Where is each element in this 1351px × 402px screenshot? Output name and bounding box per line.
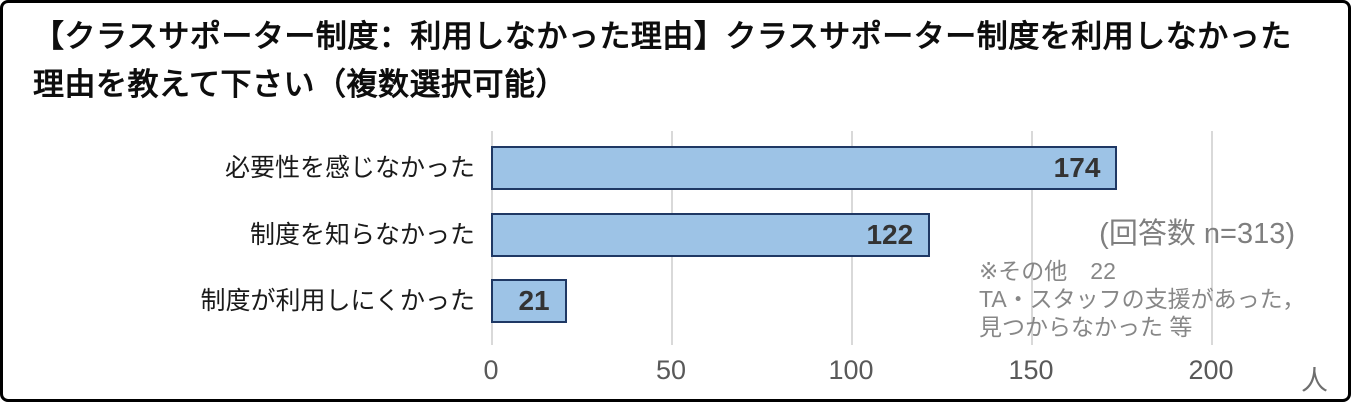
x-tick-label: 100 xyxy=(828,355,874,385)
note-line-3: 見つからなかった 等 xyxy=(979,314,1193,340)
category-label: 制度が利用しにくかった xyxy=(200,287,475,315)
bar: 122 xyxy=(491,212,931,257)
note-line-2: TA・スタッフの支援があった， xyxy=(979,286,1306,312)
plot-area: 174 122 21 xyxy=(491,131,1215,345)
category-labels: 必要性を感じなかった制度を知らなかった制度が利用しにくかった xyxy=(23,131,475,345)
x-tick-label: 200 xyxy=(1188,355,1234,385)
other-note: ※その他 22 TA・スタッフの支援があった， 見つからなかった 等 xyxy=(979,257,1305,341)
category-label: 制度を知らなかった xyxy=(249,220,475,249)
bar: 21 xyxy=(491,279,567,323)
bar: 174 xyxy=(491,146,1118,190)
category-label: 必要性を感じなかった xyxy=(224,154,475,182)
x-tick-label: 0 xyxy=(483,355,499,385)
note-line-1: ※その他 22 xyxy=(979,258,1116,284)
x-tick-label: 50 xyxy=(655,355,687,385)
bar-value-label: 122 xyxy=(866,218,914,250)
bar-value-label: 174 xyxy=(1053,152,1101,183)
x-axis: 0 50 100 150 200 xyxy=(483,355,1233,393)
x-tick-label: 150 xyxy=(1008,355,1054,385)
gridline xyxy=(1211,131,1213,345)
axis-unit-label: 人 xyxy=(1301,366,1328,396)
chart-title: 【クラスサポーター制度：利用しなかった理由】クラスサポーター制度を利用しなかった… xyxy=(33,19,1292,102)
gridline xyxy=(1031,131,1033,345)
bar-value-label: 21 xyxy=(518,285,550,316)
response-count-annotation: (回答数 n=313) xyxy=(1099,218,1295,250)
